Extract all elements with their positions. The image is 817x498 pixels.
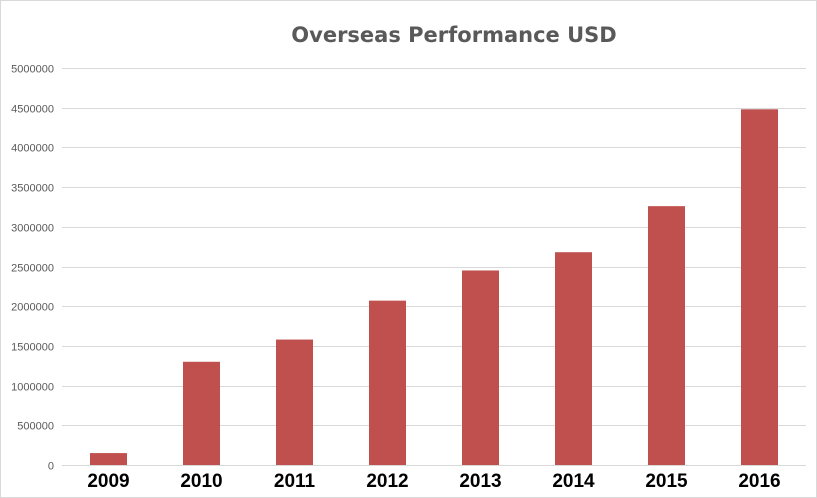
x-tick-label: 2011	[274, 471, 316, 492]
bars	[90, 109, 778, 466]
y-tick-label: 4500000	[11, 104, 54, 116]
y-tick-label: 1000000	[11, 382, 54, 394]
x-tick-label: 2016	[738, 471, 780, 492]
y-tick-label: 4000000	[11, 143, 54, 155]
bar-2010	[183, 361, 220, 465]
bar-2014	[555, 252, 592, 465]
x-tick-label: 2012	[366, 471, 408, 492]
x-tick-label: 2015	[645, 471, 688, 492]
y-tick-label: 2000000	[11, 302, 54, 314]
y-tick-label: 3500000	[11, 183, 54, 195]
bar-2015	[648, 206, 685, 465]
gridlines	[62, 68, 806, 466]
bar-2012	[369, 300, 406, 465]
y-tick-label: 3000000	[11, 223, 54, 235]
bar-2011	[276, 339, 313, 465]
bar-2016	[741, 109, 778, 466]
y-tick-label: 5000000	[11, 64, 54, 76]
chart-title: Overseas Performance USD	[291, 23, 616, 47]
y-tick-label: 1500000	[11, 342, 54, 354]
y-tick-label: 0	[48, 461, 54, 473]
x-tick-label: 2009	[87, 471, 129, 492]
bar-2013	[462, 270, 499, 465]
y-tick-label: 2500000	[11, 263, 54, 275]
x-tick-label: 2013	[459, 471, 501, 492]
y-axis-ticks: 0 500000 1000000 1500000 2000000 2500000 30000…	[11, 64, 54, 473]
x-tick-label: 2014	[552, 471, 595, 492]
x-tick-label: 2010	[180, 471, 222, 492]
x-axis-ticks: 2009 2010 2011 2012 2013 2014 2015 2016	[87, 471, 780, 492]
y-tick-label: 500000	[17, 421, 54, 433]
bar-2009	[90, 453, 127, 465]
